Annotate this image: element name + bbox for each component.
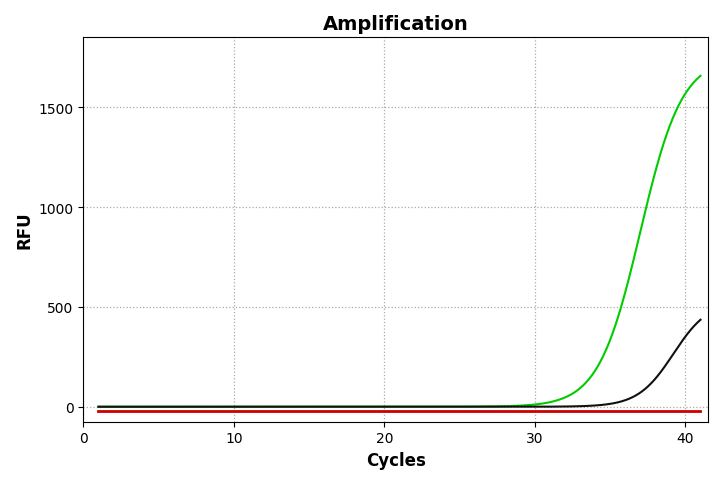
Title: Amplification: Amplification <box>323 15 469 34</box>
X-axis label: Cycles: Cycles <box>366 451 426 469</box>
Y-axis label: RFU: RFU <box>15 212 33 249</box>
